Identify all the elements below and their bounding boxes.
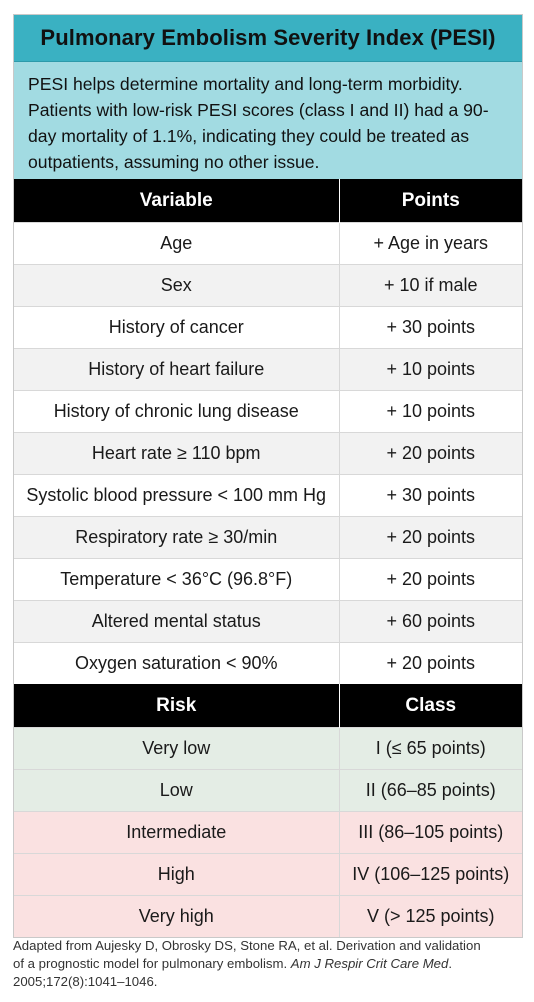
table-row: Intermediate III (86–105 points) <box>14 811 522 854</box>
points-cell: + 10 if male <box>339 264 522 307</box>
intro-text: PESI helps determine mortality and long-… <box>14 62 522 179</box>
variable-cell: Age <box>14 222 340 265</box>
points-cell: + 20 points <box>339 642 522 684</box>
table-row: History of cancer + 30 points <box>14 306 522 349</box>
variables-header-row: Variable Points <box>14 179 522 223</box>
risk-cell: Intermediate <box>14 811 340 854</box>
points-cell: + 60 points <box>339 600 522 643</box>
citation-footnote: Adapted from Aujesky D, Obrosky DS, Ston… <box>13 937 493 991</box>
points-cell: + 30 points <box>339 474 522 517</box>
points-column-header: Points <box>339 179 522 223</box>
table-row: History of heart failure + 10 points <box>14 348 522 391</box>
points-cell: + Age in years <box>339 222 522 265</box>
table-row: Heart rate ≥ 110 bpm + 20 points <box>14 432 522 475</box>
class-cell: IV (106–125 points) <box>339 853 522 896</box>
risk-header-row: Risk Class <box>14 684 522 728</box>
class-cell: I (≤ 65 points) <box>339 727 522 770</box>
table-row: Sex + 10 if male <box>14 264 522 307</box>
table-row: History of chronic lung disease + 10 poin… <box>14 390 522 433</box>
variable-cell: Altered mental status <box>14 600 340 643</box>
table-row: Very low I (≤ 65 points) <box>14 727 522 770</box>
points-cell: + 20 points <box>339 432 522 475</box>
variable-cell: Systolic blood pressure < 100 mm Hg <box>14 474 340 517</box>
table-row: Altered mental status + 60 points <box>14 600 522 643</box>
points-cell: + 10 points <box>339 390 522 433</box>
variables-table: Variable Points Age + Age in years Sex + 10… <box>14 179 522 684</box>
risk-cell: Very high <box>14 895 340 937</box>
variable-cell: Oxygen saturation < 90% <box>14 642 340 684</box>
table-row: Respiratory rate ≥ 30/min + 20 points <box>14 516 522 559</box>
variable-cell: Respiratory rate ≥ 30/min <box>14 516 340 559</box>
risk-cell: Low <box>14 769 340 812</box>
table-row: Age + Age in years <box>14 222 522 265</box>
variable-cell: History of chronic lung disease <box>14 390 340 433</box>
citation-text: Adapted from Aujesky D, Obrosky DS, Ston… <box>13 938 481 971</box>
class-cell: III (86–105 points) <box>339 811 522 854</box>
citation-journal: Am J Respir Crit Care Med <box>290 956 449 971</box>
variable-cell: History of heart failure <box>14 348 340 391</box>
risk-column-header: Risk <box>14 684 340 728</box>
class-column-header: Class <box>339 684 522 728</box>
points-cell: + 10 points <box>339 348 522 391</box>
table-row: Systolic blood pressure < 100 mm Hg + 30 … <box>14 474 522 517</box>
variable-cell: Heart rate ≥ 110 bpm <box>14 432 340 475</box>
table-row: Temperature < 36°C (96.8°F) + 20 points <box>14 558 522 601</box>
risk-table: Risk Class Very low I (≤ 65 points) Low II … <box>14 684 522 937</box>
table-row: Low II (66–85 points) <box>14 769 522 812</box>
table-row: Very high V (> 125 points) <box>14 895 522 937</box>
variable-cell: Sex <box>14 264 340 307</box>
variable-column-header: Variable <box>14 179 340 223</box>
pesi-card: Pulmonary Embolism Severity Index (PESI)… <box>13 14 523 938</box>
card-title: Pulmonary Embolism Severity Index (PESI) <box>14 15 522 62</box>
variable-cell: Temperature < 36°C (96.8°F) <box>14 558 340 601</box>
points-cell: + 30 points <box>339 306 522 349</box>
class-cell: II (66–85 points) <box>339 769 522 812</box>
table-row: Oxygen saturation < 90% + 20 points <box>14 642 522 684</box>
citation-details: . 2005;172(8):1041–1046. <box>13 956 453 989</box>
variable-cell: History of cancer <box>14 306 340 349</box>
risk-cell: High <box>14 853 340 896</box>
risk-cell: Very low <box>14 727 340 770</box>
points-cell: + 20 points <box>339 516 522 559</box>
table-row: High IV (106–125 points) <box>14 853 522 896</box>
class-cell: V (> 125 points) <box>339 895 522 937</box>
points-cell: + 20 points <box>339 558 522 601</box>
